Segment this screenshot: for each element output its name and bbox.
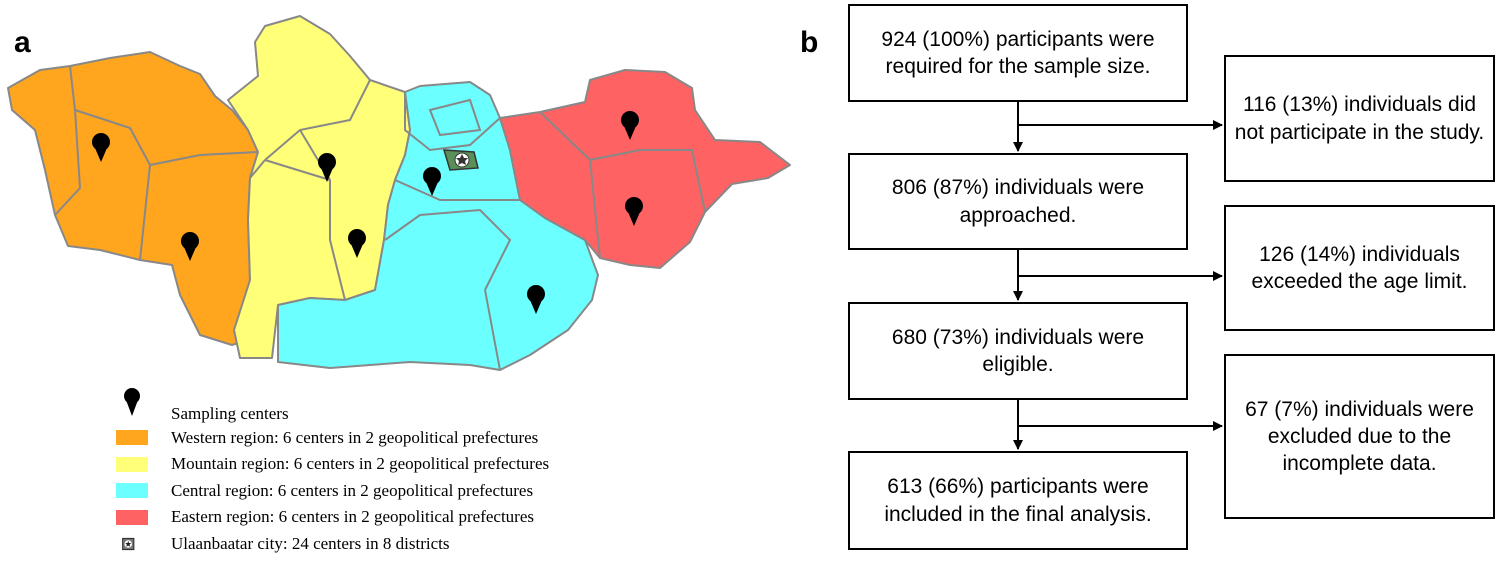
legend-label: Western region: 6 centers in 2 geopoliti… bbox=[171, 427, 539, 447]
legend-label: Mountain region: 6 centers in 2 geopolit… bbox=[171, 454, 550, 474]
sampling-pins bbox=[92, 111, 643, 314]
eastern-region bbox=[499, 69, 791, 269]
mongolia-region-map bbox=[7, 15, 791, 371]
legend-swatch-eastern bbox=[116, 509, 148, 525]
pin-icon bbox=[621, 111, 639, 140]
flow-step-required: 924 (100%) participants were required fo… bbox=[848, 4, 1188, 102]
pin-icon bbox=[527, 285, 545, 314]
legend-label: Sampling centers bbox=[171, 404, 289, 423]
ulaanbaatar-marker bbox=[442, 149, 479, 171]
pin-icon bbox=[181, 232, 199, 261]
legend-label: Eastern region: 6 centers in 2 geopoliti… bbox=[171, 507, 534, 527]
panel-label-a: a bbox=[14, 26, 31, 59]
pin-icon bbox=[625, 197, 643, 226]
flow-excluded-not-participated: 116 (13%) individuals did not participat… bbox=[1224, 55, 1495, 182]
flow-excluded-incomplete: 67 (7%) individuals were excluded due to… bbox=[1224, 354, 1495, 519]
legend-swatch-central bbox=[116, 483, 148, 499]
flow-step-eligible: 680 (73%) individuals were eligible. bbox=[848, 302, 1188, 400]
legend-swatch-western bbox=[116, 430, 148, 446]
flow-step-approached: 806 (87%) individuals were approached. bbox=[848, 153, 1188, 250]
flow-step-included: 613 (66%) participants were included in … bbox=[848, 451, 1188, 550]
legend-label: Ulaanbaatar city: 24 centers in 8 distri… bbox=[171, 533, 450, 553]
pin-icon bbox=[92, 133, 110, 162]
pin-icon bbox=[423, 167, 441, 196]
legend-swatch-mountain bbox=[116, 456, 148, 472]
panel-label-b: b bbox=[800, 26, 819, 59]
pin-icon bbox=[348, 229, 366, 258]
flow-excluded-age-limit: 126 (14%) individuals exceeded the age l… bbox=[1224, 205, 1495, 331]
star-city-icon bbox=[122, 537, 135, 550]
pin-icon bbox=[318, 153, 336, 182]
map-pin-icon bbox=[124, 388, 140, 416]
legend-label: Central region: 6 centers in 2 geopoliti… bbox=[171, 480, 534, 500]
